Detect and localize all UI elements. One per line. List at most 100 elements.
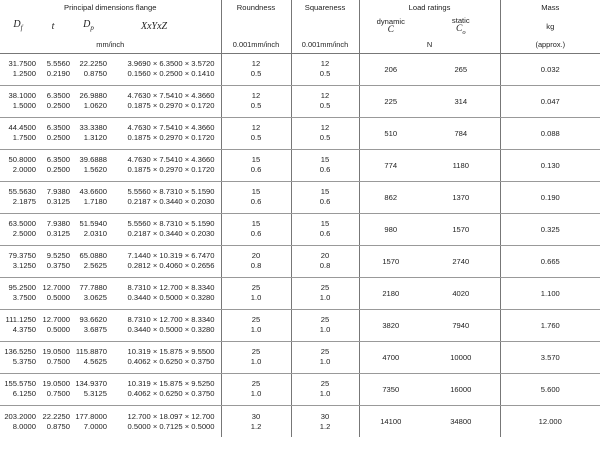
xyz-symbol: XxYxZ [107, 16, 222, 37]
static-load-cell: 7940 [422, 309, 501, 342]
dp-cell: 26.9880 1.0620 [70, 85, 107, 118]
dynamic-load-cell: 980 [359, 213, 423, 246]
t-cell: 12.7000 0.5000 [36, 277, 70, 310]
mass-cell: 0.325 [500, 213, 600, 246]
xyz-cell: 7.1440 × 10.319 × 6.7470 0.2812 × 0.4060 … [107, 245, 222, 278]
squareness-cell: 15 0.6 [291, 149, 360, 182]
dynamic-load-cell: 206 [359, 53, 423, 86]
static-load-cell: 1370 [422, 181, 501, 214]
dp-cell: 22.2250 0.8750 [70, 53, 107, 86]
roundness-cell: 30 1.2 [221, 405, 292, 438]
static-load-cell: 10000 [422, 341, 501, 374]
df-cell: 79.3750 3.1250 [0, 245, 36, 278]
table-row: 55.5630 2.1875 7.9380 0.3125 43.6600 1.7180 5.… [0, 181, 600, 214]
t-cell: 6.3500 0.2500 [36, 149, 70, 182]
xyz-cell: 10.319 × 15.875 × 9.5250 0.4062 × 0.6250 … [107, 373, 222, 406]
xyz-cell: 4.7630 × 7.5410 × 4.3660 0.1875 × 0.2970 … [107, 149, 222, 182]
table-row: 203.2000 8.0000 22.2250 0.8750 177.8000 7.000… [0, 405, 600, 438]
xyz-cell: 3.9690 × 6.3500 × 3.5720 0.1560 × 0.2500 … [107, 53, 222, 86]
df-cell: 155.5750 6.1250 [0, 373, 36, 406]
t-cell: 5.5560 0.2190 [36, 53, 70, 86]
table-row: 50.8000 2.0000 6.3500 0.2500 39.6888 1.5620 4.… [0, 149, 600, 182]
dp-cell: 93.6620 3.6875 [70, 309, 107, 342]
squareness-cell: 30 1.2 [291, 405, 360, 438]
table-row: 136.5250 5.3750 19.0500 0.7500 115.8870 4.562… [0, 341, 600, 374]
dynamic-load-cell: 774 [359, 149, 423, 182]
static-label: static Co [422, 16, 501, 37]
squareness-heading: Squareness [291, 0, 360, 16]
static-load-cell: 4020 [422, 277, 501, 310]
mass-cell: 0.130 [500, 149, 600, 182]
dynamic-load-cell: 4700 [359, 341, 423, 374]
mass-cell: 0.047 [500, 85, 600, 118]
dp-cell: 65.0880 2.5625 [70, 245, 107, 278]
bearing-dimensions-table: Principal dimensions flange Roundness Sq… [0, 0, 600, 438]
dynamic-load-cell: 1570 [359, 245, 423, 278]
squareness-cell: 12 0.5 [291, 85, 360, 118]
xyz-cell: 8.7310 × 12.700 × 8.3340 0.3440 × 0.5000 … [107, 309, 222, 342]
header-row-titles: Principal dimensions flange Roundness Sq… [0, 0, 600, 16]
mass-heading: Mass [541, 3, 560, 13]
t-cell: 22.2250 0.8750 [42, 411, 70, 431]
roundness-cell: 25 1.0 [221, 341, 292, 374]
roundness-cell: 12 0.5 [221, 53, 292, 86]
static-load-cell: 314 [422, 85, 501, 118]
table-row: 95.2500 3.7500 12.7000 0.5000 77.7880 3.0625 8… [0, 277, 600, 310]
mass-cell: 12.000 [538, 416, 562, 426]
table-row: 31.7500 1.2500 5.5560 0.2190 22.2250 0.8750 3.… [0, 53, 600, 86]
df-cell: 203.2000 8.0000 [4, 411, 36, 431]
t-cell: 12.7000 0.5000 [36, 309, 70, 342]
unit-roundness: 0.001mm/inch [221, 36, 292, 54]
table-row: 63.5000 2.5000 7.9380 0.3125 51.5940 2.0310 5.… [0, 213, 600, 246]
table-body: 31.7500 1.2500 5.5560 0.2190 22.2250 0.8750 3.… [0, 53, 600, 438]
xyz-cell: 5.5560 × 8.7310 × 5.1590 0.2187 × 0.3440 … [107, 213, 222, 246]
df-cell: 50.8000 2.0000 [0, 149, 36, 182]
table-row: 79.3750 3.1250 9.5250 0.3750 65.0880 2.5625 7.… [0, 245, 600, 278]
xyz-cell: 12.700 × 18.097 × 12.700 0.5000 × 0.7125 … [107, 405, 222, 438]
mass-cell: 0.665 [500, 245, 600, 278]
mass-cell: 0.190 [500, 181, 600, 214]
df-cell: 55.5630 2.1875 [0, 181, 36, 214]
dp-cell: 51.5940 2.0310 [70, 213, 107, 246]
static-load-cell: 1570 [422, 213, 501, 246]
dynamic-load-cell: 3820 [359, 309, 423, 342]
unit-load: N [359, 36, 501, 54]
roundness-cell: 15 0.6 [221, 181, 292, 214]
df-cell: 38.1000 1.5000 [0, 85, 36, 118]
dp-cell: 33.3380 1.3120 [70, 117, 107, 150]
t-cell: 7.9380 0.3125 [36, 213, 70, 246]
mass-cell: 0.088 [500, 117, 600, 150]
table-row: 111.1250 4.3750 12.7000 0.5000 93.6620 3.6875… [0, 309, 600, 342]
load-ratings-heading: Load ratings [359, 0, 501, 16]
static-load-cell: 2740 [422, 245, 501, 278]
roundness-cell: 12 0.5 [221, 85, 292, 118]
t-cell: 6.3500 0.2500 [36, 117, 70, 150]
squareness-cell: 12 0.5 [291, 53, 360, 86]
dp-cell: 134.9370 5.3125 [70, 373, 107, 406]
squareness-cell: 12 0.5 [291, 117, 360, 150]
dynamic-load-cell: 2180 [359, 277, 423, 310]
header-row-units: mm/inch 0.001mm/inch 0.001mm/inch N (app… [0, 36, 600, 54]
static-load-cell: 34800 [422, 405, 501, 438]
t-symbol: t [51, 20, 55, 32]
squareness-cell: 25 1.0 [291, 373, 360, 406]
df-cell: 31.7500 1.2500 [0, 53, 36, 86]
roundness-cell: 25 1.0 [221, 277, 292, 310]
dp-cell: 39.6888 1.5620 [70, 149, 107, 182]
df-cell: 44.4500 1.7500 [0, 117, 36, 150]
roundness-cell: 25 1.0 [221, 309, 292, 342]
dynamic-load-cell: 225 [359, 85, 423, 118]
df-cell: 63.5000 2.5000 [0, 213, 36, 246]
xyz-cell: 8.7310 × 12.700 × 8.3340 0.3440 × 0.5000 … [107, 277, 222, 310]
static-load-cell: 1180 [422, 149, 501, 182]
dp-symbol: Dp [83, 18, 94, 32]
static-load-cell: 784 [422, 117, 501, 150]
dynamic-load-cell: 14100 [380, 416, 402, 426]
static-load-cell: 265 [422, 53, 501, 86]
mass-cell: 1.760 [500, 309, 600, 342]
squareness-cell: 25 1.0 [291, 341, 360, 374]
dp-cell: 77.7880 3.0625 [70, 277, 107, 310]
unit-squareness: 0.001mm/inch [291, 36, 360, 54]
dp-cell: 43.6600 1.7180 [70, 181, 107, 214]
